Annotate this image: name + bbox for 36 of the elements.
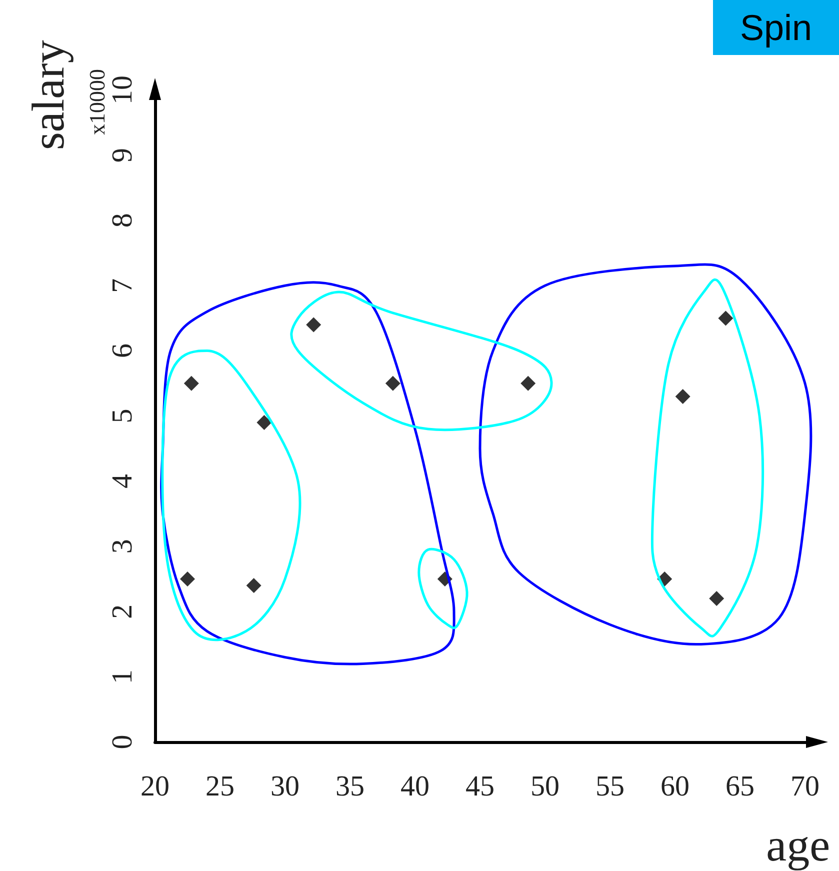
y-tick-label: 10 — [106, 76, 138, 104]
point — [306, 317, 322, 332]
x-tick-label: 45 — [466, 770, 494, 802]
point — [385, 376, 400, 391]
point — [709, 591, 724, 606]
x-tick-label: 30 — [270, 770, 300, 802]
x-axis-title: age — [766, 820, 830, 870]
y-axis-title: salary — [22, 40, 74, 150]
point — [246, 578, 262, 594]
y-tick-label: 5 — [106, 408, 138, 424]
point — [520, 376, 536, 391]
x-tick-label: 70 — [790, 770, 820, 802]
text: x10000 — [84, 69, 110, 135]
x-tick-label: 20 — [140, 770, 170, 802]
x-tick-label: 25 — [206, 770, 234, 802]
y-tick-label: 9 — [106, 148, 138, 162]
y-tick-label: 3 — [106, 539, 138, 554]
y-tick-label: 1 — [106, 670, 138, 684]
point — [675, 388, 690, 404]
y-tick-label: 4 — [106, 473, 138, 488]
y-tick-label: 8 — [106, 213, 138, 228]
x-tick-label: 65 — [726, 770, 754, 802]
point — [256, 415, 272, 430]
spin-button: Spin — [713, 0, 839, 55]
point — [180, 572, 195, 586]
point — [718, 310, 734, 326]
y-tick-label: 2 — [106, 604, 138, 619]
x-tick-label: 60 — [660, 770, 690, 802]
y-tick-label: 7 — [106, 278, 138, 293]
x-tick-label: 40 — [400, 770, 430, 802]
y-tick-label: 0 — [106, 734, 138, 750]
x-tick-label: 35 — [336, 770, 364, 802]
x-tick-label: 50 — [530, 770, 560, 802]
point — [184, 376, 199, 391]
y-tick-label: 6 — [106, 344, 138, 358]
x-tick-label: 55 — [596, 770, 624, 802]
